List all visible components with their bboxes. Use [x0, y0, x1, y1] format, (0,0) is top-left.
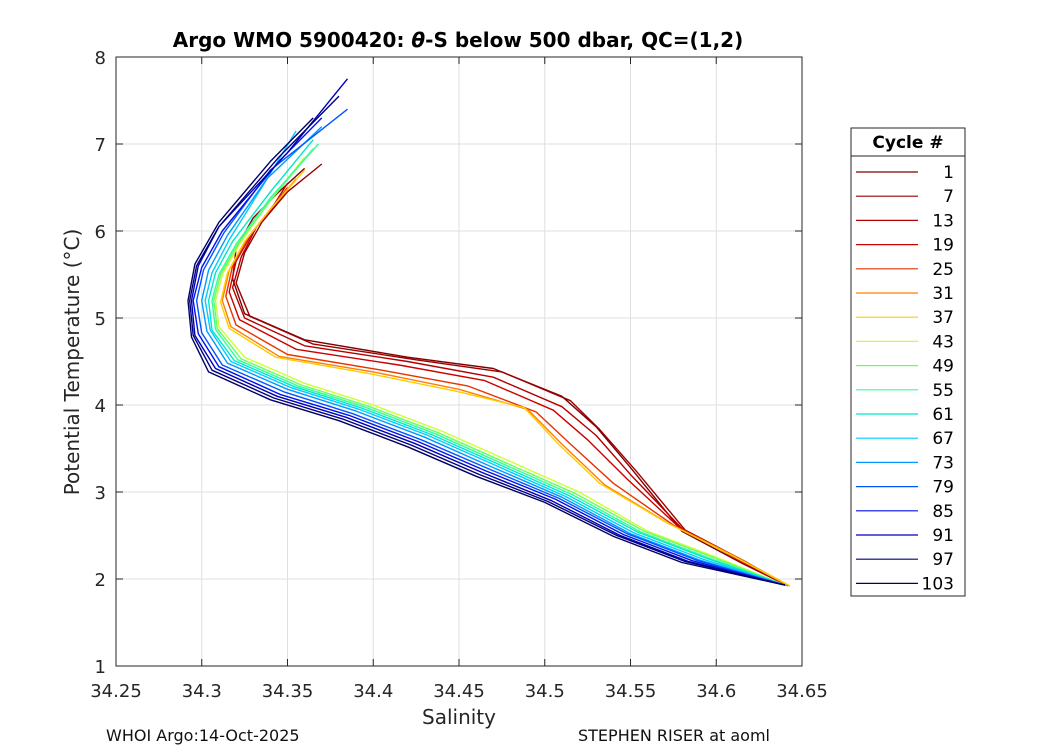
legend-label-cycle-25: 25: [932, 260, 954, 280]
y-axis: 1 2 3 4 5 6 7 8: [95, 48, 802, 678]
y-tick-label: 8: [95, 48, 106, 69]
legend-label-cycle-55: 55: [932, 381, 954, 401]
series-line-cycle-61: [207, 139, 786, 586]
legend-label-cycle-91: 91: [932, 526, 954, 546]
legend-label-cycle-97: 97: [932, 550, 954, 570]
x-tick-label: 34.4: [353, 681, 393, 702]
legend-label-cycle-7: 7: [943, 187, 954, 207]
x-tick-label: 34.5: [525, 681, 565, 702]
series-line-cycle-55: [211, 143, 786, 586]
series-line-cycle-37: [219, 169, 791, 587]
series-line-cycle-43: [214, 156, 786, 586]
legend-title: Cycle #: [872, 133, 943, 153]
y-tick-label: 7: [95, 135, 106, 156]
x-axis: 34.25 34.3 34.35 34.4 34.45 34.5 34.55 34.6 34.6…: [90, 57, 828, 702]
series-line-cycle-79: [195, 108, 786, 586]
series-line-cycle-103: [187, 117, 786, 586]
legend-box: [850, 127, 966, 597]
series-line-cycle-13: [231, 178, 787, 586]
x-tick-label: 34.65: [776, 681, 828, 702]
legend-label-cycle-43: 43: [932, 332, 954, 352]
series-line-cycle-97: [188, 95, 786, 586]
series-line-cycle-7: [235, 163, 787, 586]
legend-label-cycle-79: 79: [932, 478, 954, 498]
footer-right: STEPHEN RISER at aoml: [578, 726, 770, 745]
legend-label-cycle-61: 61: [932, 405, 954, 425]
y-tick-label: 4: [95, 396, 106, 417]
y-tick-label: 3: [95, 483, 106, 504]
y-axis-label: Potential Temperature (°C): [60, 229, 84, 496]
x-tick-label: 34.3: [182, 681, 222, 702]
y-tick-label: 1: [95, 657, 106, 678]
legend-label-cycle-67: 67: [932, 429, 954, 449]
y-tick-label: 5: [95, 309, 106, 330]
x-tick-label: 34.55: [605, 681, 657, 702]
legend-label-cycle-49: 49: [932, 357, 954, 377]
footer-left: WHOI Argo:14-Oct-2025: [106, 726, 300, 745]
x-tick-label: 34.35: [262, 681, 314, 702]
legend: Cycle # 1 7 13 19 25 31 37 43 49 55 61 67 73 79 85 91 97…: [850, 127, 966, 597]
legend-label-cycle-31: 31: [932, 284, 954, 304]
legend-label-cycle-103: 103: [922, 574, 954, 594]
series-line-cycle-19: [228, 182, 787, 586]
legend-label-cycle-13: 13: [932, 211, 954, 231]
series-line-cycle-67: [204, 130, 786, 586]
series-line-cycle-49: [213, 147, 786, 586]
y-tick-label: 6: [95, 222, 106, 243]
series-line-cycle-73: [200, 126, 786, 586]
series-line-cycle-25: [225, 187, 789, 587]
legend-label-cycle-19: 19: [932, 236, 954, 256]
legend-label-cycle-85: 85: [932, 502, 954, 522]
chart-title: Argo WMO 5900420: θ-S below 500 dbar, QC…: [173, 28, 743, 52]
legend-label-cycle-73: 73: [932, 453, 954, 473]
x-axis-label: Salinity: [422, 705, 496, 729]
grid: [116, 57, 802, 666]
series-lines: [187, 78, 791, 587]
x-tick-label: 34.45: [433, 681, 485, 702]
legend-label-cycle-1: 1: [943, 163, 954, 183]
x-tick-label: 34.6: [696, 681, 736, 702]
y-tick-label: 2: [95, 570, 106, 591]
legend-label-cycle-37: 37: [932, 308, 954, 328]
series-line-cycle-85: [192, 117, 786, 586]
x-tick-label: 34.25: [90, 681, 142, 702]
